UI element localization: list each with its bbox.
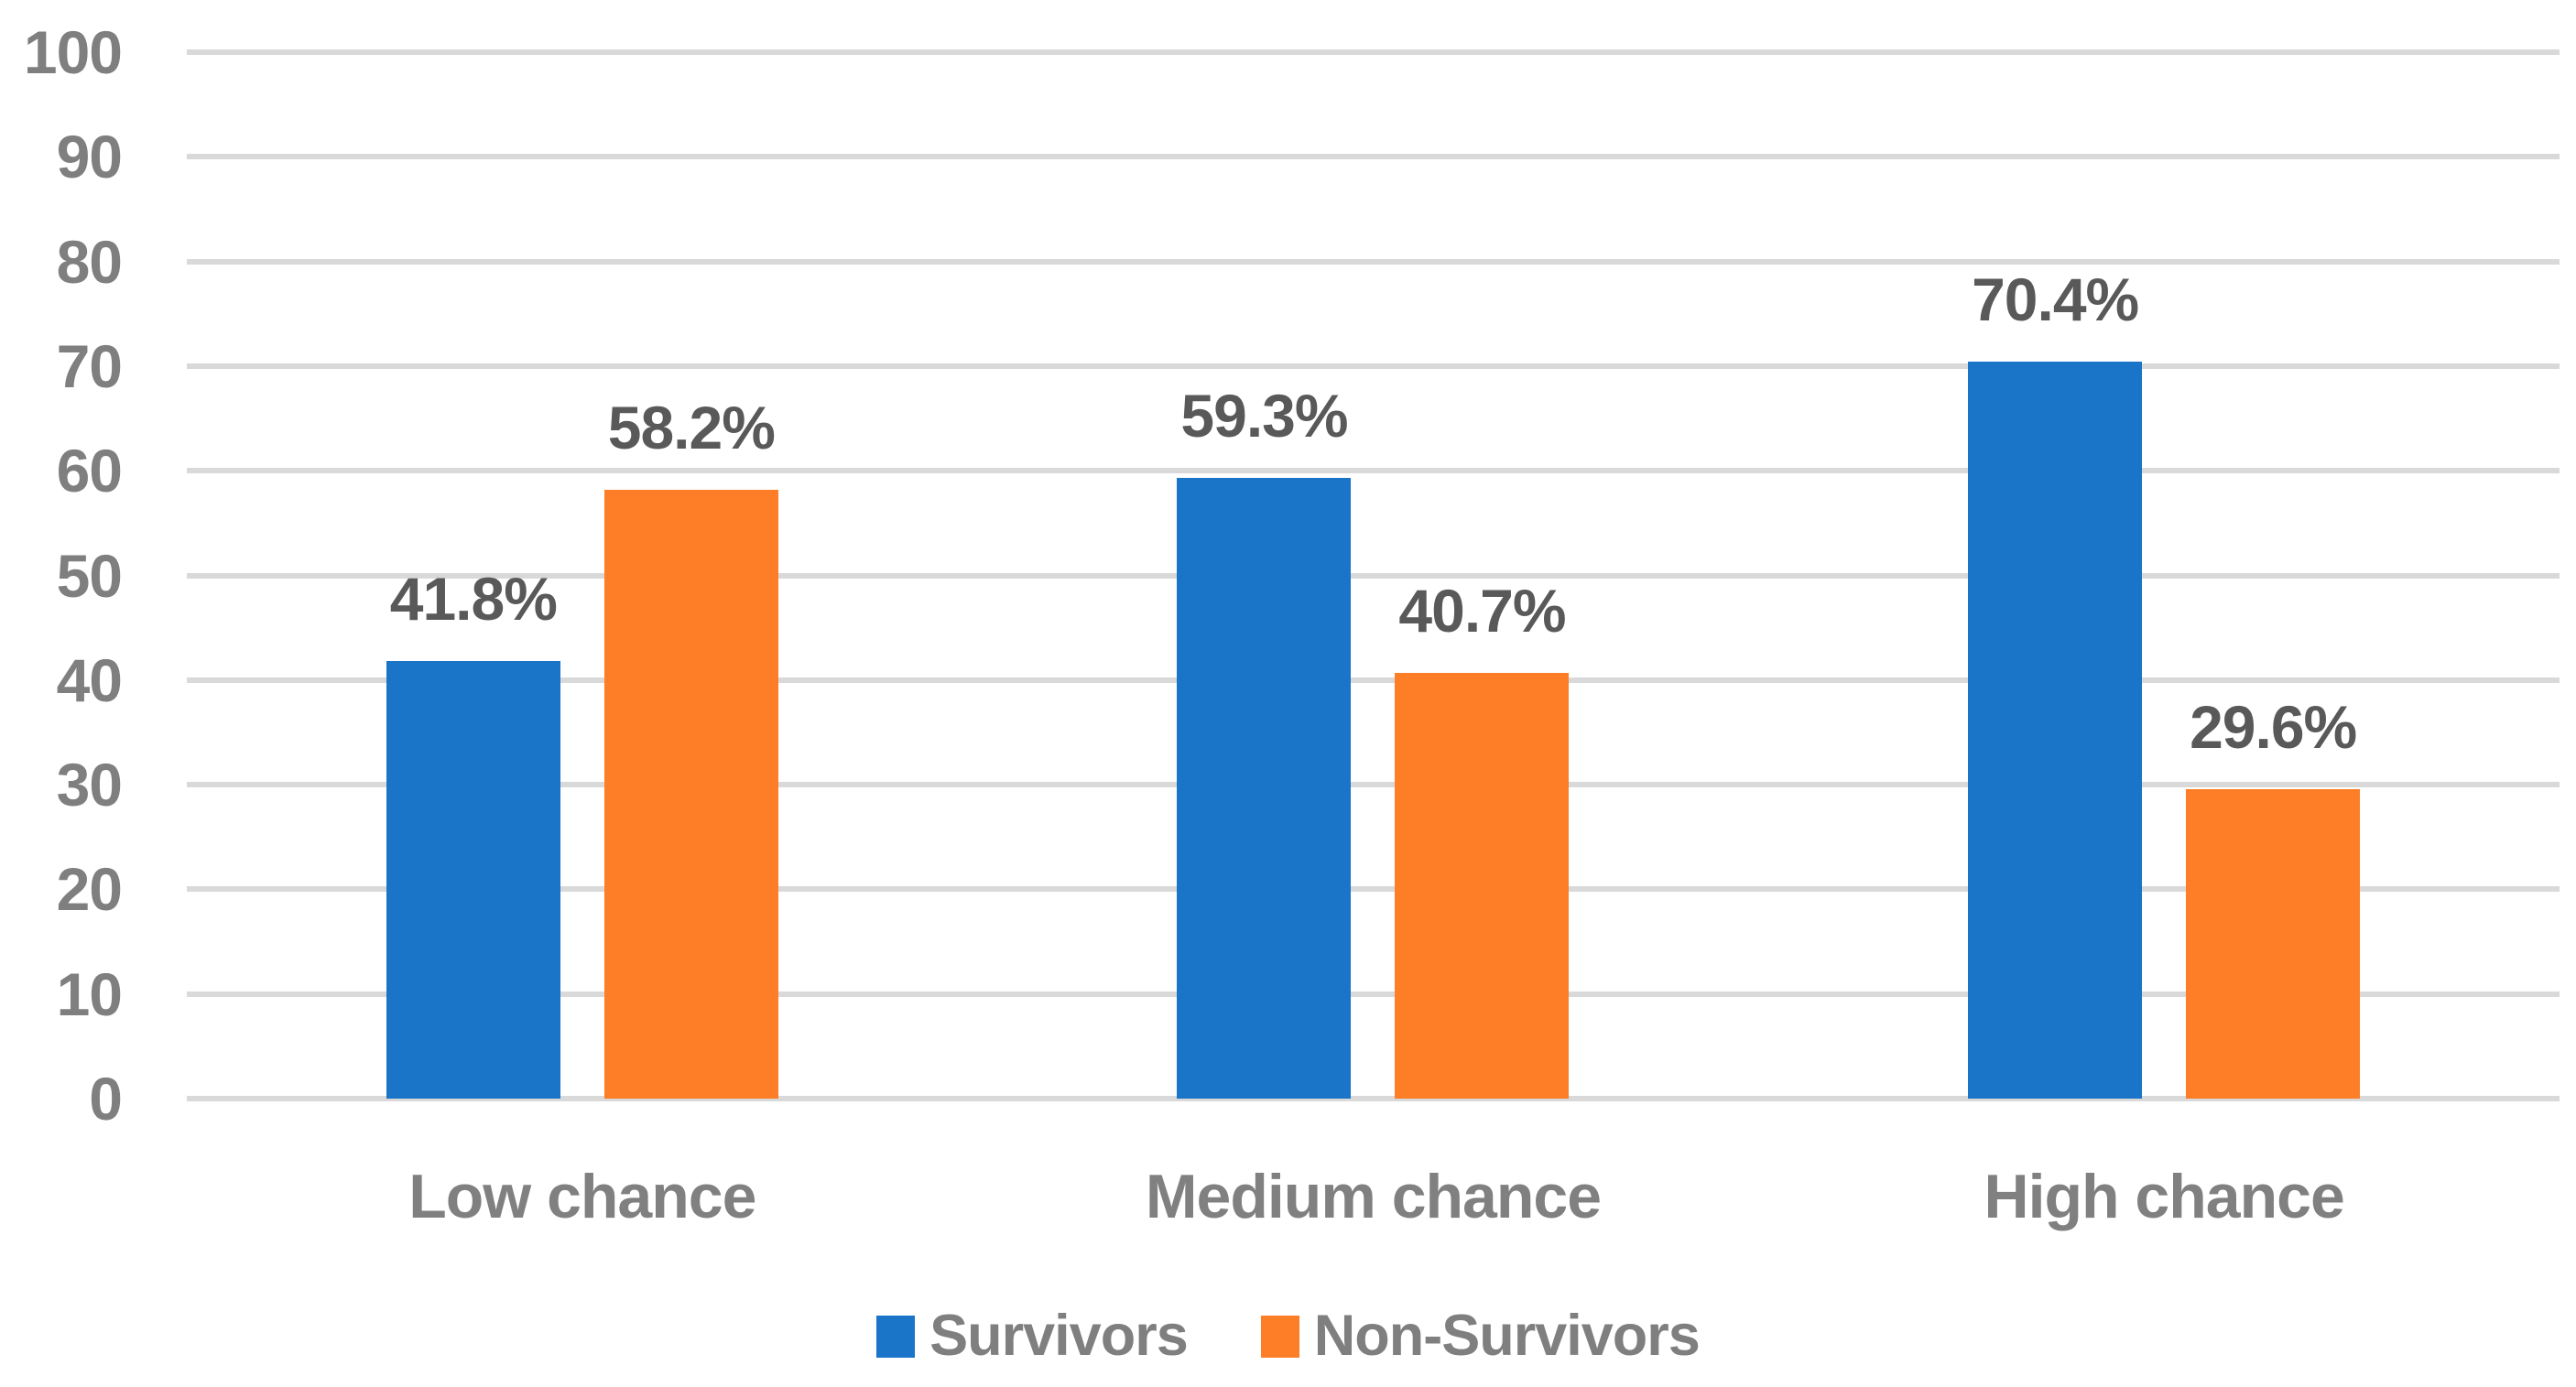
gridline-60: [187, 468, 2560, 474]
y-axis-tick-label-20: 20: [56, 855, 123, 924]
bar-survivors-high-chance: 70.4%: [1968, 265, 2143, 1099]
x-axis-label-high-chance: High chance: [1984, 1162, 2344, 1231]
gridline-30: [187, 782, 2560, 788]
y-axis-tick-label-0: 0: [89, 1065, 123, 1132]
data-label-survivors-low-chance: 41.8%: [389, 565, 558, 634]
x-axis-labels: Low chance Medium chance High chance: [187, 1161, 2560, 1232]
gridline-20: [187, 886, 2560, 893]
bar-non-survivors-medium-chance: 40.7%: [1395, 577, 1570, 1099]
legend-item-non-survivors: Non-Survivors: [1260, 1304, 1701, 1368]
y-axis: 0 10 20 30 40 50 60 70 80 90 100: [0, 22, 123, 1129]
y-axis-tick-label-100: 100: [23, 18, 123, 86]
y-axis-tick-label-30: 30: [56, 751, 123, 819]
bar-survivors-medium-chance: 59.3%: [1177, 382, 1352, 1099]
legend: Survivors Non-Survivors: [0, 1307, 2576, 1365]
y-axis-tick-label-80: 80: [56, 227, 123, 296]
gridline-70: [187, 363, 2560, 369]
bar-survivors-low-chance: 41.8%: [386, 565, 560, 1099]
y-axis-tick-label-90: 90: [56, 123, 123, 191]
legend-label-survivors: Survivors: [929, 1304, 1189, 1368]
bar-group-high-chance: 70.4% 29.6%: [1768, 52, 2560, 1099]
bar-group-low-chance: 41.8% 58.2%: [187, 52, 978, 1099]
legend-label-non-survivors: Non-Survivors: [1313, 1304, 1701, 1368]
data-label-non-survivors-high-chance: 29.6%: [2190, 692, 2357, 761]
data-label-non-survivors-medium-chance: 40.7%: [1398, 576, 1566, 645]
gridline-0: [187, 1096, 2560, 1101]
y-axis-tick-label-50: 50: [56, 541, 123, 610]
bar-group-medium-chance: 59.3% 40.7%: [978, 52, 1769, 1099]
legend-item-survivors: Survivors: [876, 1304, 1189, 1368]
x-axis-label-low-chance: Low chance: [408, 1162, 756, 1231]
y-axis-tick-label-70: 70: [56, 331, 123, 400]
legend-marker-non-survivors-icon: [1260, 1315, 1299, 1358]
y-axis-tick-label-60: 60: [56, 437, 123, 505]
bar-non-survivors-high-chance: 29.6%: [2186, 693, 2361, 1099]
legend-marker-survivors-icon: [876, 1315, 916, 1358]
data-label-non-survivors-low-chance: 58.2%: [607, 393, 776, 461]
x-axis-label-medium-chance: Medium chance: [1145, 1162, 1602, 1231]
gridline-40: [187, 677, 2560, 683]
gridline-90: [187, 154, 2560, 160]
data-label-survivors-medium-chance: 59.3%: [1180, 382, 1348, 450]
y-axis-tick-label-40: 40: [56, 645, 123, 714]
gridline-10: [187, 991, 2560, 997]
gridline-100: [187, 49, 2560, 55]
data-label-survivors-high-chance: 70.4%: [1972, 265, 2139, 334]
plot-area: 41.8% 58.2% 59.3% 40.7% 70.4% 29.6%: [187, 49, 2560, 1101]
gridline-50: [187, 572, 2560, 579]
y-axis-tick-label-10: 10: [56, 959, 123, 1028]
bar-non-survivors-low-chance: 58.2%: [603, 394, 778, 1099]
gridline-80: [187, 258, 2560, 265]
